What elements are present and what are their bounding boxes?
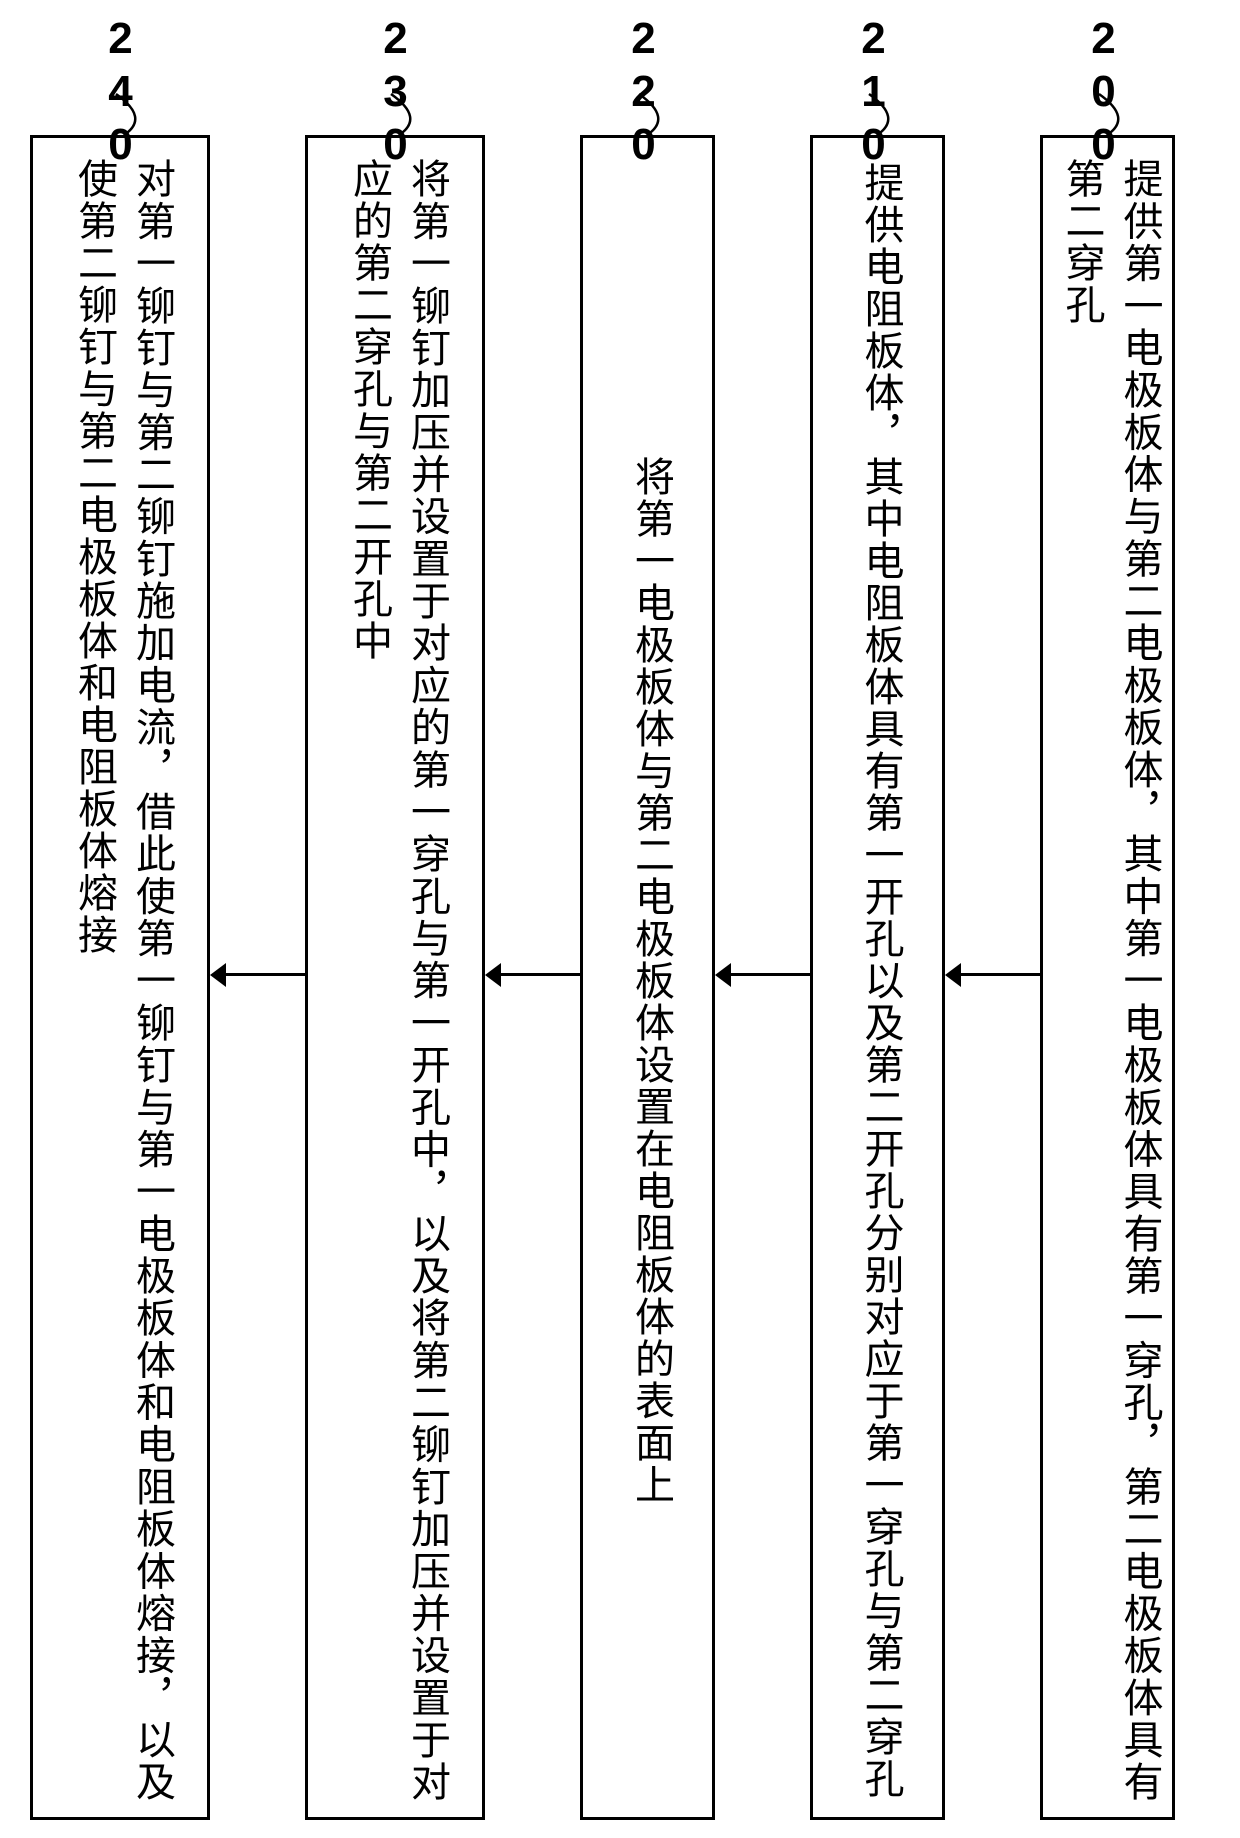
step-text-230: 将第一铆钉加压并设置于对应的第一穿孔与第一开孔中，以及将第二铆钉加压并设置于对应… (338, 158, 458, 1803)
connector-230-240 (222, 973, 305, 976)
arrowhead-230-240 (210, 963, 226, 987)
connector-200-210 (957, 973, 1040, 976)
step-label-240: 240 (95, 14, 145, 173)
arrowhead-220-230 (485, 963, 501, 987)
step-box-230: 将第一铆钉加压并设置于对应的第一穿孔与第一开孔中，以及将第二铆钉加压并设置于对应… (305, 135, 485, 1820)
arrowhead-210-220 (715, 963, 731, 987)
step-text-240: 对第一铆钉与第二铆钉施加电流，借此使第一铆钉与第一电极板体和电阻板体熔接，以及使… (63, 158, 183, 1803)
arrowhead-200-210 (945, 963, 961, 987)
step-text-220: 将第一电极板体与第二电极板体设置在电阻板体的表面上 (621, 158, 681, 1803)
step-text-200: 提供第一电极板体与第二电极板体，其中第一电极板体具有第一穿孔，第二电极板体具有第… (1051, 158, 1170, 1803)
step-label-200: 200 (1078, 14, 1128, 173)
step-label-230: 230 (370, 14, 420, 173)
flowchart-canvas: 提供第一电极板体与第二电极板体，其中第一电极板体具有第一穿孔，第二电极板体具有第… (0, 0, 1240, 1838)
step-box-200: 提供第一电极板体与第二电极板体，其中第一电极板体具有第一穿孔，第二电极板体具有第… (1040, 135, 1175, 1820)
connector-210-220 (727, 973, 810, 976)
step-label-210: 210 (848, 14, 898, 173)
connector-220-230 (497, 973, 580, 976)
step-box-220: 将第一电极板体与第二电极板体设置在电阻板体的表面上 (580, 135, 715, 1820)
step-text-210: 提供电阻板体，其中电阻板体具有第一开孔以及第二开孔分别对应于第一穿孔与第二穿孔 (821, 158, 940, 1803)
step-box-210: 提供电阻板体，其中电阻板体具有第一开孔以及第二开孔分别对应于第一穿孔与第二穿孔 (810, 135, 945, 1820)
step-box-240: 对第一铆钉与第二铆钉施加电流，借此使第一铆钉与第一电极板体和电阻板体熔接，以及使… (30, 135, 210, 1820)
step-label-220: 220 (618, 14, 668, 173)
